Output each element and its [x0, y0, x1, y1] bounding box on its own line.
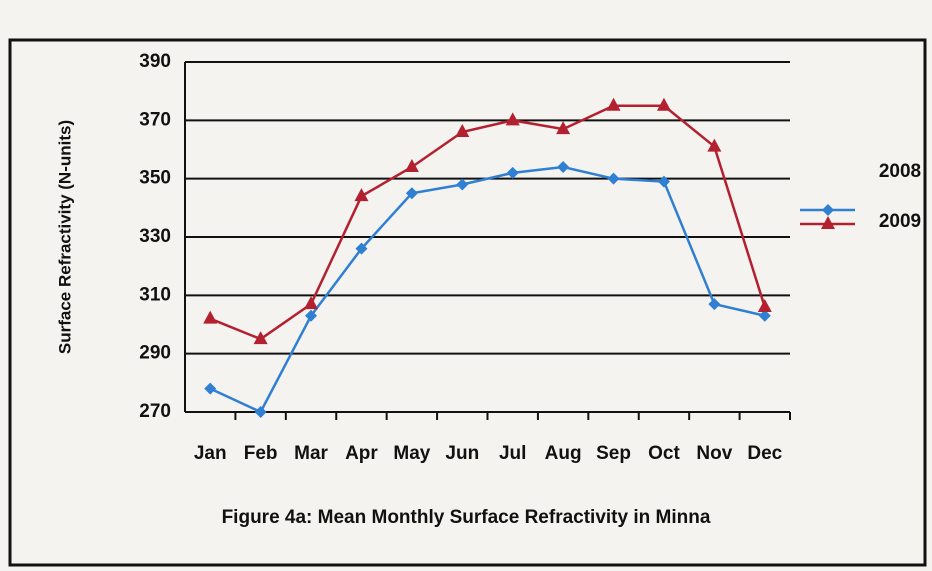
- x-tick-label: Aug: [545, 443, 582, 464]
- x-tick-label: Sep: [596, 443, 631, 464]
- y-axis-label: Surface Refractivity (N-units): [55, 120, 74, 354]
- marker: [557, 161, 570, 173]
- x-tick-label: Oct: [648, 443, 680, 464]
- marker: [556, 121, 571, 135]
- marker: [708, 298, 721, 311]
- series-line: [209, 104, 766, 341]
- x-tick-label: Feb: [244, 443, 278, 464]
- marker: [203, 310, 218, 324]
- marker: [404, 159, 419, 172]
- marker: [405, 187, 418, 200]
- marker: [304, 296, 319, 310]
- y-tick-label: 370: [139, 109, 171, 130]
- x-tick-label: Dec: [747, 443, 782, 464]
- y-tick-label: 270: [139, 401, 171, 422]
- marker: [656, 97, 671, 111]
- marker: [757, 299, 772, 312]
- marker: [707, 138, 722, 152]
- x-tick-label: Jan: [194, 443, 227, 464]
- marker: [758, 309, 771, 322]
- y-tick-label: 350: [139, 168, 171, 189]
- legend-label: 2008: [879, 161, 921, 182]
- y-tick-label: 390: [139, 51, 171, 72]
- marker: [456, 178, 469, 191]
- marker: [455, 124, 470, 137]
- marker: [822, 204, 834, 216]
- x-tick-label: Jun: [445, 443, 479, 464]
- marker: [607, 172, 620, 185]
- marker: [204, 382, 217, 395]
- legend-label: 2009: [879, 211, 921, 232]
- marker: [355, 242, 368, 255]
- x-tick-label: Jul: [499, 443, 526, 464]
- frame: [8, 38, 927, 567]
- y-tick-label: 310: [139, 284, 171, 305]
- y-tick-label: 330: [139, 226, 171, 247]
- marker: [354, 188, 369, 202]
- marker: [254, 406, 267, 418]
- x-tick-label: Apr: [345, 443, 378, 464]
- y-tick-label: 290: [139, 343, 171, 364]
- x-tick-label: May: [393, 443, 430, 464]
- chart-title: Figure 4a: Mean Monthly Surface Refracti…: [222, 507, 711, 528]
- marker: [505, 112, 520, 126]
- marker: [606, 97, 621, 111]
- marker: [821, 216, 835, 229]
- marker: [506, 166, 519, 179]
- x-tick-label: Nov: [696, 443, 732, 464]
- series-line: [209, 165, 766, 414]
- marker: [253, 331, 268, 345]
- x-tick-label: Mar: [294, 443, 328, 464]
- marker: [305, 309, 318, 322]
- marker: [657, 175, 670, 188]
